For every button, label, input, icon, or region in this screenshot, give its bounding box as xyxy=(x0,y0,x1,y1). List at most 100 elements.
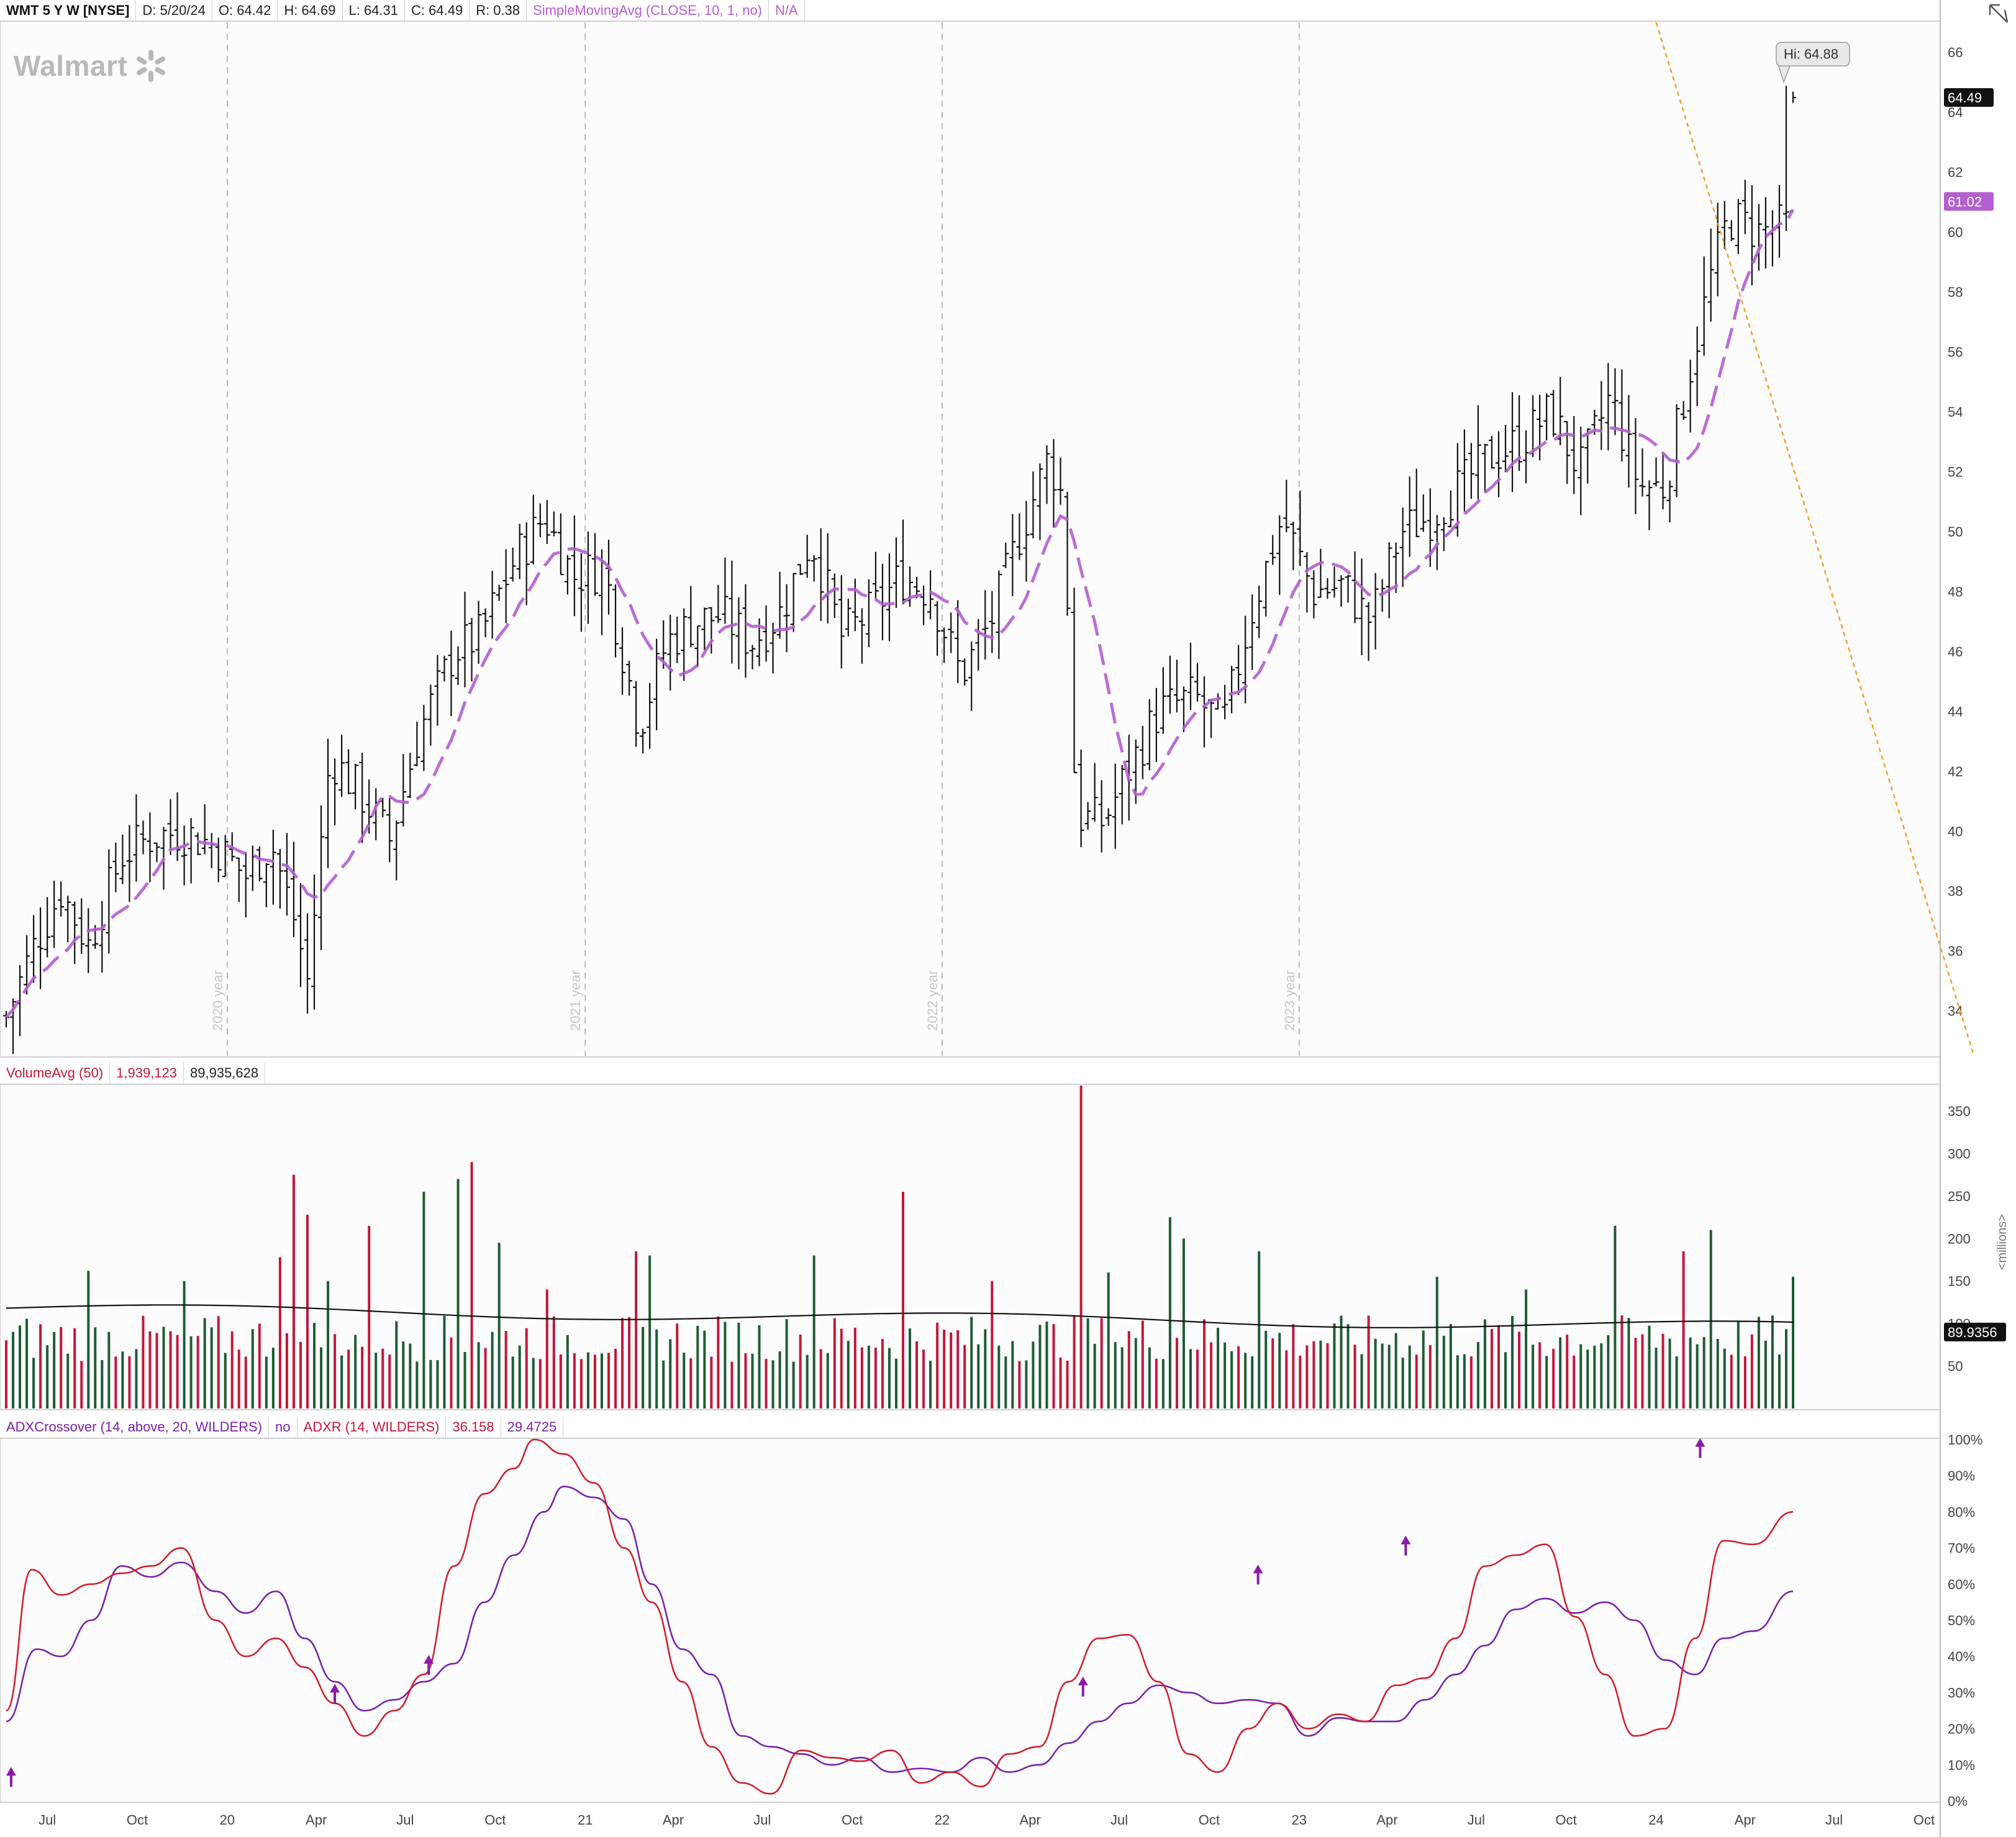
volume-axis-tick: 300 xyxy=(1948,1146,1971,1161)
ohlc-bar xyxy=(1050,439,1057,528)
ohlc-bar xyxy=(1331,566,1338,598)
adx-axis-tick: 50% xyxy=(1948,1613,1975,1628)
ohlc-bar xyxy=(1687,360,1694,433)
ohlc-bar xyxy=(1173,660,1180,713)
price-axis-tick: 52 xyxy=(1948,464,1963,479)
ohlc-bar xyxy=(1345,574,1351,603)
ohlc-bar xyxy=(222,835,229,878)
adx-study-label[interactable]: ADXCrossover (14, above, 20, WILDERS) xyxy=(0,1417,270,1438)
ohlc-bar xyxy=(325,738,332,868)
ohlc-bar xyxy=(934,601,941,656)
ohlc-bar xyxy=(770,622,776,674)
ohlc-bar xyxy=(886,553,892,642)
ohlc-bar xyxy=(1782,86,1789,232)
ohlc-bar xyxy=(681,608,688,681)
volume-study-label[interactable]: VolumeAvg (50) xyxy=(0,1063,111,1084)
adx-axis-tick: 10% xyxy=(1948,1758,1975,1773)
ohlc-bar xyxy=(1297,491,1304,566)
ohlc-bar xyxy=(345,749,352,794)
walmart-logo: Walmart xyxy=(14,48,168,83)
ohlc-bar xyxy=(557,513,564,576)
high-label: H: 64.69 xyxy=(278,0,343,21)
ohlc-bar xyxy=(1502,425,1509,473)
year-label: 2022 year xyxy=(925,970,940,1031)
ohlc-bar xyxy=(133,794,140,882)
ohlc-bar xyxy=(332,758,338,825)
ohlc-bar xyxy=(1666,480,1673,523)
ohlc-bar xyxy=(578,553,584,632)
price-axis-tick: 66 xyxy=(1948,45,1963,60)
ohlc-bar xyxy=(1276,515,1283,595)
adx-crossover-arrow xyxy=(6,1767,16,1787)
arrow-head xyxy=(1253,1564,1263,1574)
ohlc-bar xyxy=(509,547,516,582)
ohlc-bar xyxy=(516,524,523,579)
spark-icon xyxy=(137,50,166,82)
price-axis-tick: 64 xyxy=(1948,105,1963,120)
ohlc-bar xyxy=(797,564,804,575)
adxr-study-label[interactable]: ADXR (14, WILDERS) xyxy=(297,1417,447,1438)
price-axis-tick: 46 xyxy=(1948,644,1963,660)
ohlc-bar xyxy=(386,797,393,863)
price-axis-tick: 56 xyxy=(1948,345,1963,360)
ohlc-bar xyxy=(44,897,51,958)
ohlc-bar xyxy=(1146,699,1153,771)
ohlc-bar xyxy=(1084,802,1091,830)
ohlc-bar xyxy=(1406,476,1413,557)
ohlc-bar xyxy=(1660,452,1666,509)
ohlc-bar xyxy=(256,846,263,882)
ohlc-bar xyxy=(1256,585,1263,638)
expand-panel-icon[interactable] xyxy=(1986,1,2011,26)
ohlc-bar xyxy=(85,908,92,973)
x-axis-tick: Apr xyxy=(306,1812,327,1828)
x-axis-tick: Apr xyxy=(663,1812,684,1828)
sma-study-label[interactable]: SimpleMovingAvg (CLOSE, 10, 1, no) xyxy=(527,0,770,21)
adx-axis-tick: 20% xyxy=(1948,1721,1975,1737)
ohlc-bar xyxy=(1180,686,1187,733)
ohlc-bar xyxy=(400,754,407,827)
x-axis-tick: Apr xyxy=(1020,1812,1041,1828)
ohlc-bar xyxy=(290,841,297,938)
ohlc-bar xyxy=(776,571,783,639)
ohlc-bar xyxy=(872,551,879,600)
x-axis-tick: 21 xyxy=(578,1812,593,1828)
ohlc-bar xyxy=(688,586,694,648)
ohlc-bar xyxy=(1673,404,1680,497)
price-axis-tick: 58 xyxy=(1948,284,1963,300)
ohlc-bar xyxy=(468,617,475,682)
ohlc-bar xyxy=(1440,517,1447,551)
ohlc-bar xyxy=(1447,490,1454,528)
arrow-head xyxy=(330,1684,340,1693)
ohlc-bar xyxy=(106,849,112,954)
ohlc-bar xyxy=(865,579,872,648)
ohlc-bar xyxy=(1290,522,1297,571)
x-axis-tick: Oct xyxy=(1914,1812,1935,1828)
ohlc-bar xyxy=(1386,542,1392,619)
ohlc-bar xyxy=(1488,435,1495,469)
x-axis-tick: 23 xyxy=(1292,1812,1307,1828)
ohlc-bar xyxy=(550,511,557,537)
ohlc-bar xyxy=(1009,514,1016,596)
price-axis-tick: 62 xyxy=(1948,165,1963,180)
volume-axis-tick: 200 xyxy=(1948,1231,1971,1246)
ohlc-bar xyxy=(475,601,482,664)
ohlc-bar xyxy=(1166,655,1173,714)
ohlc-bar xyxy=(201,804,208,855)
adx-axis-tick: 0% xyxy=(1948,1794,1968,1809)
ohlc-bar xyxy=(1263,560,1269,617)
symbol-label[interactable]: WMT 5 Y W [NYSE] xyxy=(0,0,137,21)
ohlc-bar xyxy=(489,571,496,639)
ohlc-bar xyxy=(24,935,30,995)
ohlc-bar xyxy=(427,684,434,746)
ohlc-bar xyxy=(831,573,838,619)
ohlc-bar xyxy=(359,753,366,843)
ohlc-bar xyxy=(1228,666,1235,714)
ohlc-bar xyxy=(1338,575,1345,607)
ohlc-bar xyxy=(181,825,188,886)
ohlc-bar xyxy=(838,575,845,669)
ohlc-bar xyxy=(647,683,653,749)
ohlc-bar xyxy=(584,531,591,624)
ohlc-bar xyxy=(1057,457,1064,505)
ohlc-bar xyxy=(263,863,270,907)
